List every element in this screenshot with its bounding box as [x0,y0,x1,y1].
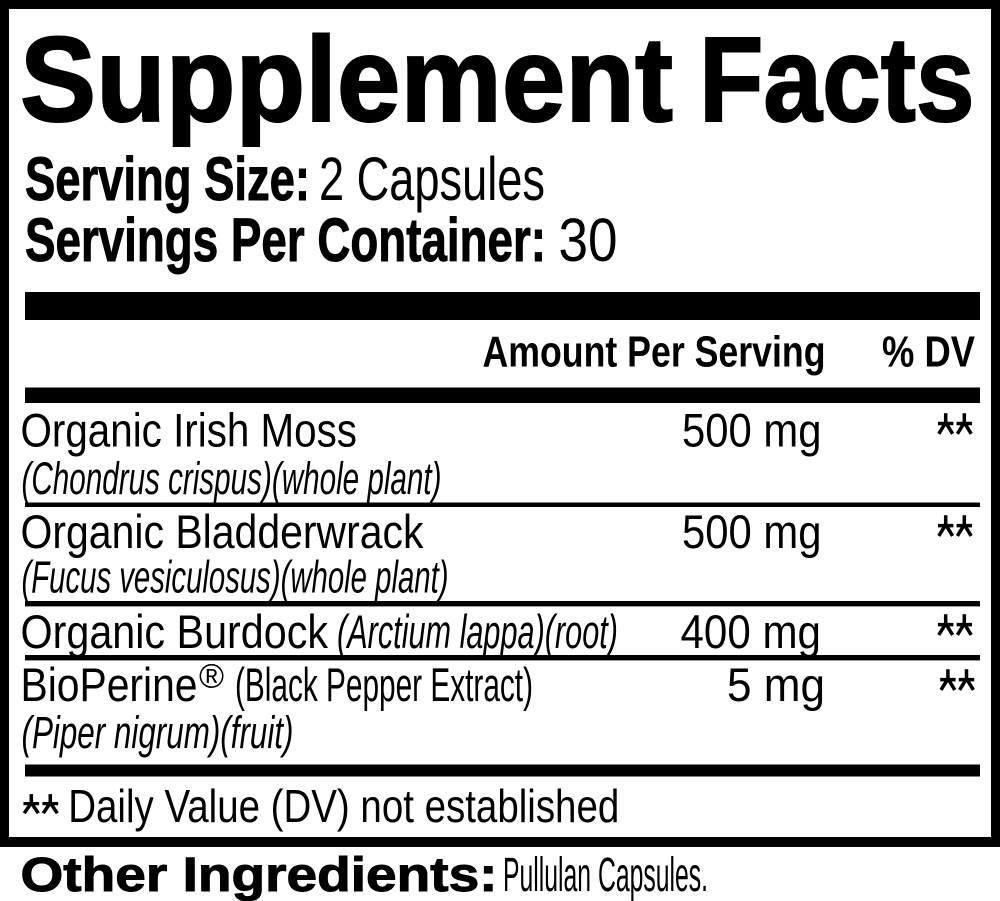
svg-text:Organic Bladderwrack: Organic Bladderwrack [21,505,424,558]
svg-text:Organic Burdock: Organic Burdock [21,605,329,658]
svg-text:30: 30 [559,206,618,274]
svg-text:500 mg: 500 mg [682,505,822,558]
svg-text:400 mg: 400 mg [681,605,822,658]
svg-text:5 mg: 5 mg [727,658,825,711]
svg-text:Servings Per Container:: Servings Per Container: [25,206,546,274]
svg-text:Organic Irish Moss: Organic Irish Moss [21,403,358,456]
svg-text:2 Capsules: 2 Capsules [319,145,545,213]
svg-text:Facts: Facts [699,11,975,147]
svg-text:(Chondrus crispus)(whole plant: (Chondrus crispus)(whole plant) [22,453,442,504]
svg-text:Amount Per Serving: Amount Per Serving [483,329,826,377]
svg-text:% DV: % DV [882,329,975,377]
svg-text:Supplement: Supplement [20,11,673,147]
svg-text:Serving Size:: Serving Size: [25,145,310,213]
svg-text:(Piper nigrum)(fruit): (Piper nigrum)(fruit) [22,707,294,758]
svg-text:Other Ingredients:: Other Ingredients: [21,848,498,901]
svg-text:Daily Value (DV) not establish: Daily Value (DV) not established [68,780,619,832]
svg-text:(Arctium lappa)(root): (Arctium lappa)(root) [337,605,618,658]
svg-text:®: ® [199,658,224,696]
svg-text:(Fucus vesiculosus)(whole plan: (Fucus vesiculosus)(whole plant) [22,552,449,603]
svg-text:BioPerine: BioPerine [21,658,198,711]
svg-text:(Black Pepper Extract): (Black Pepper Extract) [235,658,533,711]
svg-text:Pullulan Capsules.: Pullulan Capsules. [503,848,708,901]
svg-text:500 mg: 500 mg [682,403,822,456]
